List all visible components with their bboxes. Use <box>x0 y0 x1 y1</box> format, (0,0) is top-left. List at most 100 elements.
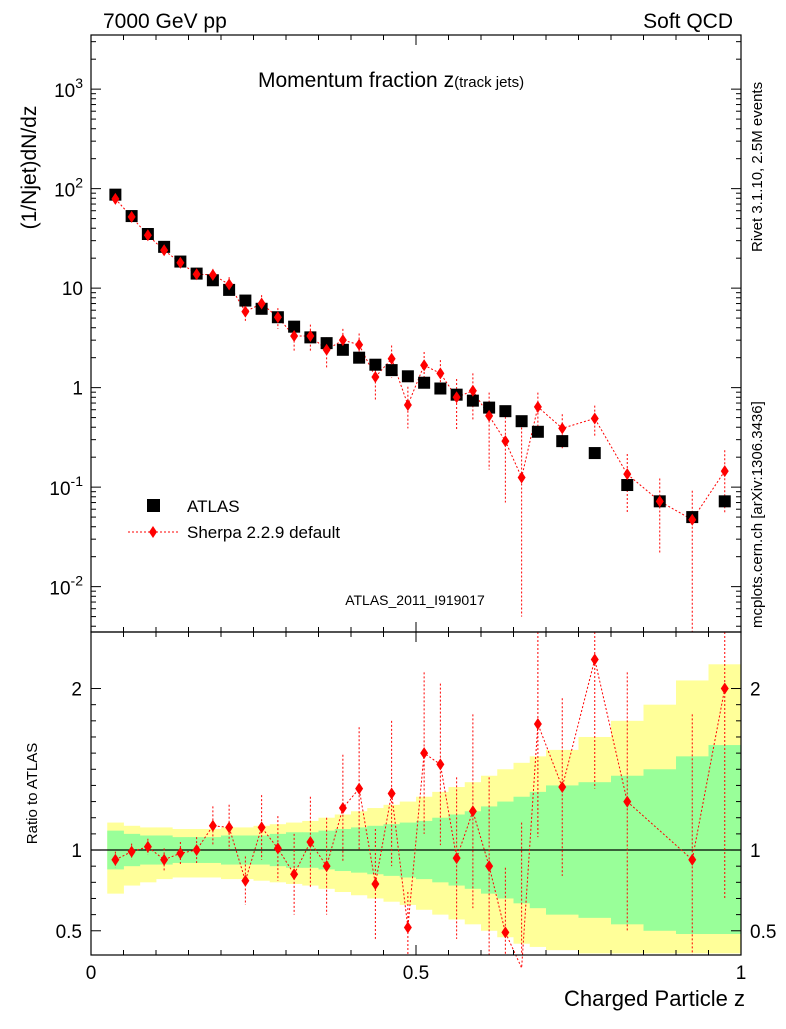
mc-point <box>403 398 412 411</box>
ratio-point <box>160 853 169 866</box>
mc-point <box>306 330 315 343</box>
data-point <box>718 495 731 508</box>
mc-point <box>176 256 185 269</box>
main-plot: 10-2 10-1 1 10 102 103 (1/Njet)dN/dz Momentum f… <box>18 34 742 633</box>
mc-point <box>208 268 217 281</box>
data-point <box>588 447 601 460</box>
mc-point <box>720 465 729 478</box>
data-point <box>239 294 252 307</box>
ratio-point <box>111 853 120 866</box>
data-point <box>369 358 382 371</box>
ratio-ytick-label: 0.5 <box>56 922 82 943</box>
mc-point <box>387 352 396 365</box>
ratio-point <box>176 847 185 860</box>
header-left: 7000 GeV pp <box>103 10 227 33</box>
ratio-point <box>501 926 510 939</box>
legend-label-mc: Sherpa 2.2.9 default <box>187 523 340 542</box>
ratio-point <box>468 805 477 818</box>
ratio-point <box>436 758 445 771</box>
mc-point <box>468 384 477 397</box>
data-point <box>385 364 398 377</box>
mc-point <box>485 409 494 422</box>
mc-point <box>501 435 510 448</box>
mc-point <box>558 422 567 435</box>
mc-point <box>192 268 201 281</box>
main-ytick-label: 103 <box>54 75 83 102</box>
ratio-point <box>143 840 152 853</box>
ratio-point <box>257 821 266 834</box>
ratio-point <box>452 852 461 865</box>
data-point <box>353 351 366 364</box>
ratio-point <box>322 860 331 873</box>
ratio-point <box>533 718 542 731</box>
ratio-point <box>306 835 315 848</box>
mc-point <box>241 305 250 318</box>
legend-marker-data <box>147 499 160 512</box>
main-ytick-label: 10-2 <box>49 573 83 600</box>
ratio-point <box>623 795 632 808</box>
mc-point <box>111 192 120 205</box>
main-title: Momentum fraction z(track jets) <box>258 69 524 92</box>
data-point <box>483 401 496 414</box>
mc-point <box>127 210 136 223</box>
mc-point <box>355 338 364 351</box>
main-ytick-label: 102 <box>54 175 83 202</box>
ratio-point <box>192 844 201 857</box>
ratio-point <box>208 819 217 832</box>
data-point <box>515 415 528 428</box>
main-ytick-label: 10 <box>62 279 83 300</box>
band-inner <box>676 756 709 935</box>
ratio-ytick-label: 2 <box>71 680 82 701</box>
rivet-label: Rivet 3.1.10, 2.5M events <box>749 82 766 252</box>
data-point <box>434 382 447 395</box>
ratio-point <box>485 860 494 873</box>
ratio-point <box>590 653 599 666</box>
ratio-point <box>558 781 567 794</box>
mc-series-line <box>115 198 726 521</box>
mc-point <box>290 330 299 343</box>
x-axis-label: Charged Particle z <box>564 986 745 1011</box>
data-point <box>531 425 544 438</box>
data-point <box>466 394 479 407</box>
data-point <box>556 435 569 448</box>
ratio-ytick-label-right: 1 <box>750 841 761 862</box>
ratio-point <box>688 853 697 866</box>
ratio-point <box>387 787 396 800</box>
watermark: ATLAS_2011_I919017 <box>345 592 485 608</box>
mc-point <box>160 244 169 257</box>
data-point <box>499 405 512 418</box>
ratio-point <box>290 868 299 881</box>
mc-point <box>533 400 542 413</box>
mc-point <box>452 391 461 404</box>
ratio-ytick-label-right: 0.5 <box>750 922 776 943</box>
main-frame <box>90 34 742 633</box>
legend-marker-mc <box>149 526 157 538</box>
ratio-point <box>225 821 234 834</box>
mc-point <box>225 278 234 291</box>
ratio-point <box>371 877 380 890</box>
mc-point <box>436 367 445 380</box>
ratio-point <box>273 842 282 855</box>
ratio-xtick-label: 0 <box>86 963 97 984</box>
ratio-point <box>127 845 136 858</box>
ratio-xtick-label: 1 <box>736 963 747 984</box>
mc-point <box>273 311 282 324</box>
mcplots-label: mcplots.cern.ch [arXiv:1306.3436] <box>749 401 766 628</box>
mc-point <box>257 297 266 310</box>
mc-point <box>371 370 380 383</box>
data-point <box>320 337 333 350</box>
mc-point <box>420 359 429 372</box>
legend-label-data: ATLAS <box>187 497 240 516</box>
mc-point <box>143 229 152 242</box>
data-point <box>401 370 414 383</box>
ratio-point <box>355 782 364 795</box>
header-right: Soft QCD <box>643 10 733 33</box>
mc-point <box>517 471 526 484</box>
main-y-axis-label: (1/Njet)dN/dz <box>18 106 41 230</box>
ratio-y-axis-label: Ratio to ATLAS <box>24 743 41 844</box>
main-ytick-label: 10-1 <box>49 473 83 500</box>
data-point <box>288 320 301 333</box>
data-point <box>418 376 431 389</box>
